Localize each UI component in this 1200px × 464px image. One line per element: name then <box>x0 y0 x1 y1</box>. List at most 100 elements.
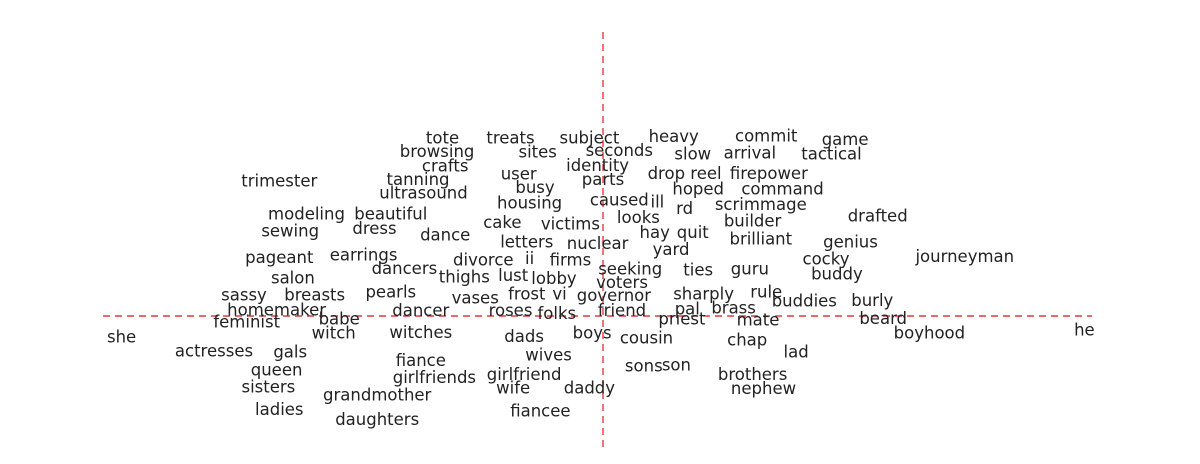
word-label: brothers <box>718 365 787 384</box>
word-label: browsing <box>400 142 475 161</box>
word-label: beard <box>859 309 907 328</box>
word-label: girlfriend <box>487 365 562 384</box>
word-label: looks <box>617 208 660 227</box>
word-label: witches <box>389 323 452 342</box>
word-label: hay <box>640 223 671 242</box>
word-label: firepower <box>730 164 808 183</box>
word-label: ultrasound <box>379 183 468 202</box>
word-label: son <box>662 356 691 375</box>
word-label: pearls <box>365 282 416 301</box>
word-label: thighs <box>439 268 490 287</box>
word-label: seeking <box>598 260 662 279</box>
word-label: tote <box>426 129 459 148</box>
word-label: command <box>741 179 823 198</box>
word-label: mate <box>737 310 780 329</box>
word-label: crafts <box>422 157 469 176</box>
word-label: drafted <box>848 207 908 226</box>
word-label: quit <box>677 223 710 242</box>
word-label: seconds <box>586 141 653 160</box>
word-label: buddies <box>772 292 837 311</box>
word-label: daddy <box>564 378 616 397</box>
word-label: housing <box>497 193 562 212</box>
word-label: voters <box>596 273 648 292</box>
word-label: boyhood <box>894 324 965 343</box>
word-label: babe <box>319 310 360 329</box>
word-label: wives <box>525 346 572 365</box>
word-label: dancers <box>372 259 438 278</box>
word-label: pal <box>675 300 700 319</box>
word-label: rule <box>750 282 782 301</box>
word-label: ii <box>525 249 534 268</box>
word-label: modeling <box>268 204 345 223</box>
word-label: burly <box>851 291 893 310</box>
word-label: boys <box>573 324 612 343</box>
word-label: lobby <box>531 269 577 288</box>
word-label: letters <box>500 232 553 251</box>
word-label: nephew <box>731 379 796 398</box>
word-label: genius <box>823 232 878 251</box>
word-label: cake <box>483 213 521 232</box>
word-label: user <box>501 165 537 184</box>
word-label: frost <box>508 285 546 304</box>
word-label: dress <box>352 219 396 238</box>
word-label: dads <box>504 327 544 346</box>
word-label: buddy <box>811 264 863 283</box>
word-label: sites <box>518 143 556 162</box>
word-label: slow <box>674 144 711 163</box>
word-label: brass <box>711 299 756 318</box>
word-label: he <box>1074 321 1095 340</box>
word-label: chap <box>727 331 767 350</box>
word-label: homemaker <box>227 300 326 319</box>
word-label: pageant <box>245 248 314 267</box>
word-label: feminist <box>213 313 280 332</box>
word-label: game <box>822 130 869 149</box>
word-label: tanning <box>386 170 449 189</box>
word-label: salon <box>271 268 315 287</box>
word-label: arrival <box>724 144 776 163</box>
word-label: grandmother <box>323 385 432 404</box>
word-label: firms <box>550 250 592 269</box>
word-label: caused <box>590 190 649 209</box>
word-label: fiancee <box>510 402 570 421</box>
word-label: roses <box>489 301 533 320</box>
word-label: ties <box>683 261 713 280</box>
word-label: lad <box>784 342 809 361</box>
word-label: tactical <box>801 144 861 163</box>
word-label: guru <box>731 260 769 279</box>
word-label: brilliant <box>729 229 792 248</box>
word-label: sassy <box>221 285 267 304</box>
word-label: friend <box>598 301 646 320</box>
word-label: builder <box>724 211 782 230</box>
word-label: ladies <box>255 400 304 419</box>
word-label: scrimmage <box>715 195 807 214</box>
word-label: earrings <box>330 246 398 265</box>
word-label: commit <box>735 126 798 145</box>
word-label: sisters <box>242 378 296 397</box>
word-label: journeyman <box>914 247 1014 266</box>
word-label: sewing <box>261 222 319 241</box>
word-label: dancer <box>392 301 449 320</box>
word-label: daughters <box>335 410 419 429</box>
word-label: sons <box>625 356 663 375</box>
word-label: victims <box>541 215 600 234</box>
word-label: nuclear <box>567 234 629 253</box>
word-label: priest <box>658 310 706 329</box>
word-label: identity <box>566 156 629 175</box>
word-label: fiance <box>396 351 446 370</box>
word-label: girlfriends <box>393 368 476 387</box>
word-label: actresses <box>175 342 253 361</box>
word-label: she <box>107 328 136 347</box>
word-label: cousin <box>620 328 673 347</box>
word-label: trimester <box>241 172 317 191</box>
word-label: heavy <box>649 127 699 146</box>
word-label: vi <box>552 285 566 304</box>
word-label: witch <box>312 324 356 343</box>
word-label: gals <box>273 342 307 361</box>
word-label: beautiful <box>354 204 427 223</box>
word-label: queen <box>251 360 303 379</box>
word-label: hoped <box>672 179 724 198</box>
word-label: breasts <box>284 285 345 304</box>
word-label: lust <box>498 266 529 285</box>
word-label: ill <box>651 193 665 212</box>
